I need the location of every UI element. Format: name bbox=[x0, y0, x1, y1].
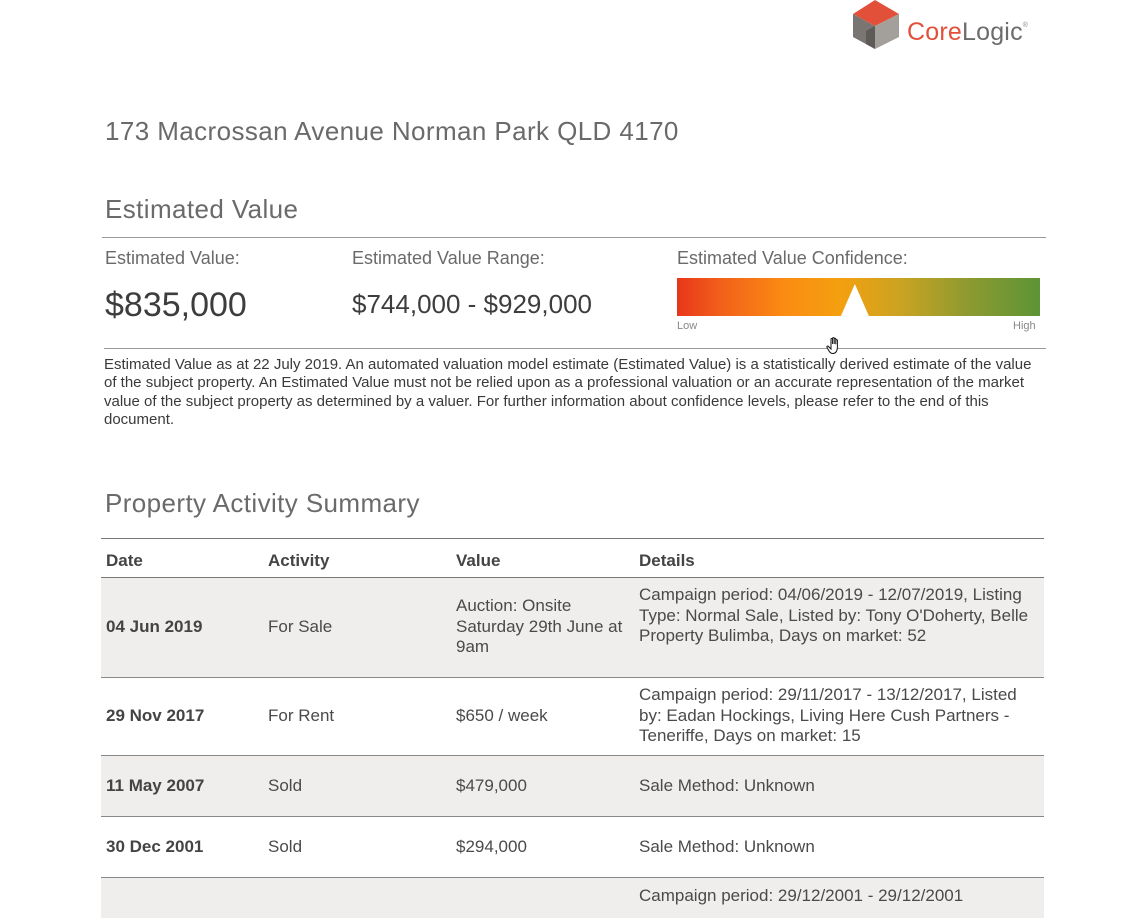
estimated-value-range-label: Estimated Value Range: bbox=[352, 248, 545, 268]
row-date: 29 Nov 2017 bbox=[106, 706, 205, 725]
corelogic-logo: CoreLogic® bbox=[853, 0, 1053, 50]
row-details: Campaign period: 04/06/2019 - 12/07/2019… bbox=[639, 585, 1029, 645]
hand-cursor-icon bbox=[826, 337, 838, 355]
logo-registered-mark: ® bbox=[1022, 22, 1029, 29]
row-details: Sale Method: Unknown bbox=[639, 776, 815, 795]
logo-logic-text: Logic bbox=[962, 18, 1023, 46]
logo-cube-icon bbox=[853, 0, 899, 49]
row-date: 04 Jun 2019 bbox=[106, 617, 203, 636]
column-header-activity: Activity bbox=[268, 551, 330, 570]
row-details: Campaign period: 29/12/2001 - 29/12/2001 bbox=[639, 886, 964, 905]
property-activity-heading: Property Activity Summary bbox=[105, 488, 420, 518]
row-activity: Sold bbox=[268, 776, 303, 795]
confidence-high-label: High bbox=[1013, 320, 1036, 332]
confidence-marker bbox=[840, 284, 869, 316]
row-details: Sale Method: Unknown bbox=[639, 837, 815, 856]
row-value: $650 / week bbox=[456, 706, 548, 725]
row-activity: Sold bbox=[268, 837, 303, 856]
table-row: 30 Dec 2001 Sold $294,000 Sale Method: U… bbox=[101, 817, 1044, 878]
table-row: 11 May 2007 Sold $479,000 Sale Method: U… bbox=[101, 756, 1044, 817]
estimated-value-heading: Estimated Value bbox=[105, 194, 299, 224]
table-row: Campaign period: 29/12/2001 - 29/12/2001 bbox=[101, 878, 1044, 918]
row-date: 30 Dec 2001 bbox=[106, 837, 204, 856]
row-activity: For Rent bbox=[268, 706, 335, 725]
activity-table: Date Activity Value Details 04 Jun 2019 … bbox=[101, 538, 1044, 918]
estimated-value-range: $744,000 - $929,000 bbox=[352, 289, 592, 319]
section-divider bbox=[104, 348, 1046, 349]
table-row: 04 Jun 2019 For Sale Auction: Onsite Sat… bbox=[101, 578, 1044, 678]
confidence-gauge bbox=[677, 278, 1040, 316]
property-address: 173 Macrossan Avenue Norman Park QLD 417… bbox=[105, 116, 679, 146]
logo-core-text: Core bbox=[907, 18, 962, 46]
estimated-value-label: Estimated Value: bbox=[105, 248, 240, 268]
confidence-low-label: Low bbox=[677, 320, 698, 332]
row-activity: For Sale bbox=[268, 617, 333, 636]
column-header-date: Date bbox=[106, 551, 143, 570]
estimated-value-disclaimer: Estimated Value as at 22 July 2019. An a… bbox=[104, 356, 1032, 429]
row-date: 11 May 2007 bbox=[106, 776, 205, 795]
table-header: Date Activity Value Details bbox=[101, 538, 1044, 578]
column-header-details: Details bbox=[639, 551, 695, 570]
estimated-value-confidence-label: Estimated Value Confidence: bbox=[677, 248, 908, 268]
table-row: 29 Nov 2017 For Rent $650 / week Campaig… bbox=[101, 678, 1044, 756]
row-value: $294,000 bbox=[456, 837, 527, 856]
row-details: Campaign period: 29/11/2017 - 13/12/2017… bbox=[639, 685, 1017, 745]
row-value: $479,000 bbox=[456, 776, 527, 795]
column-header-value: Value bbox=[456, 551, 501, 570]
logo-wordmark: CoreLogic® bbox=[907, 18, 1028, 47]
section-divider bbox=[102, 237, 1046, 238]
estimated-value-amount: $835,000 bbox=[105, 286, 247, 324]
row-value: Auction: Onsite Saturday 29th June at 9a… bbox=[456, 596, 623, 656]
